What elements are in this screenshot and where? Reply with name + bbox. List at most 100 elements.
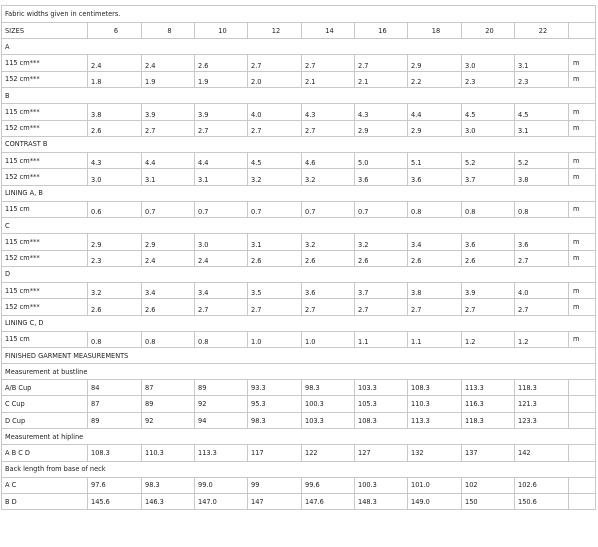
yardage-value: 4.5 — [247, 151, 302, 170]
yardage-value: 3.4 — [141, 281, 195, 300]
measurement-row: D Cup 89 92 94 98.3 103.3 108.3 113.3 118.3 123.3 — [1, 411, 597, 430]
measurement-value: 108.3 — [407, 379, 462, 397]
section-row: D — [0, 265, 597, 283]
yardage-value: 3.1 — [141, 168, 195, 186]
measurement-value: 102 — [461, 476, 515, 495]
table-body: Fabric widths given in centimeters. SIZES… — [0, 5, 597, 511]
yardage-row: 115 cm 0.6 0.7 0.7 0.7 0.7 0.7 0.8 0.8 0.8 m — [1, 200, 597, 219]
yardage-value: 2.7 — [407, 298, 462, 316]
measurement-value: 116.3 — [461, 395, 515, 413]
fabric-width-label: 152 cm*** — [1, 298, 88, 316]
yardage-value: 0.8 — [407, 200, 462, 219]
yardage-value: 3.2 — [301, 168, 355, 186]
measurement-value: 87 — [141, 379, 195, 397]
yardage-row: 115 cm*** 3.2 3.4 3.4 3.5 3.6 3.7 3.8 3.9 4.0 m — [1, 281, 597, 300]
yardage-value: 2.7 — [301, 54, 355, 72]
measurement-title: Measurement at hipline — [0, 428, 597, 446]
measurement-value: 118.3 — [514, 379, 569, 397]
yardage-value: 3.9 — [141, 103, 195, 121]
measurement-title: Back length from base of neck — [0, 460, 597, 478]
yardage-value: 3.1 — [247, 233, 302, 251]
cup-label: A C — [1, 476, 88, 495]
yardage-value: 3.0 — [461, 54, 515, 72]
section-title: LINING C, D — [0, 314, 597, 332]
yardage-value: 2.9 — [407, 54, 462, 72]
unit-label: m — [567, 233, 597, 251]
yardage-value: 1.0 — [247, 330, 302, 349]
yardage-row: 152 cm*** 2.6 2.6 2.7 2.7 2.7 2.7 2.7 2.7 2.7 m — [1, 298, 597, 316]
measurement-value: 123.3 — [514, 411, 569, 430]
yardage-value: 2.4 — [141, 54, 195, 72]
yardage-value: 3.9 — [461, 281, 515, 300]
yardage-value: 1.0 — [301, 330, 355, 349]
size-header: 12 — [247, 21, 302, 40]
yardage-value: 3.0 — [87, 168, 142, 186]
yardage-value: 5.0 — [354, 151, 408, 170]
size-header: 8 — [141, 21, 195, 40]
measurement-value: 113.3 — [461, 379, 515, 397]
yardage-value: 2.3 — [87, 249, 142, 267]
sizes-header-row: SIZES 6 8 10 12 14 16 18 20 22 — [1, 21, 597, 40]
measurement-row: A/B Cup 84 87 89 93.3 98.3 103.3 108.3 113.3 118.… — [1, 379, 597, 397]
yardage-value: 0.6 — [87, 200, 142, 219]
measurement-value: 93.3 — [247, 379, 302, 397]
measurement-title: Measurement at bustline — [0, 363, 597, 381]
yardage-value: 2.3 — [461, 70, 515, 89]
measurement-value: 98.3 — [247, 411, 302, 430]
section-row: C — [0, 217, 597, 235]
section-row: LINING C, D — [0, 314, 597, 332]
measurement-row: A C 97.6 98.3 99.0 99 99.6 100.3 101.0 102 102.6 — [1, 476, 597, 495]
section-title: B — [0, 87, 597, 105]
yardage-value: 2.1 — [354, 70, 408, 89]
unit-label: m — [567, 281, 597, 300]
unit-label: m — [567, 70, 597, 89]
yardage-value: 3.1 — [514, 54, 569, 72]
sizes-label: SIZES — [1, 21, 88, 40]
section-row: A — [0, 38, 597, 56]
yardage-value: 3.7 — [354, 281, 408, 300]
fabric-width-label: 115 cm*** — [1, 233, 88, 251]
yardage-value: 2.9 — [87, 233, 142, 251]
unit-header — [567, 21, 597, 40]
fabric-width-label: 115 cm*** — [1, 103, 88, 121]
yardage-value: 1.2 — [461, 330, 515, 349]
yardage-value: 2.7 — [354, 298, 408, 316]
yardage-value: 0.8 — [87, 330, 142, 349]
measurement-value: 121.3 — [514, 395, 569, 413]
yardage-value: 2.2 — [407, 70, 462, 89]
yardage-value: 1.1 — [354, 330, 408, 349]
yardage-value: 2.7 — [194, 298, 248, 316]
yardage-value: 4.0 — [247, 103, 302, 121]
measurement-value: 84 — [87, 379, 142, 397]
yardage-value: 5.2 — [461, 151, 515, 170]
section-title: C — [0, 217, 597, 235]
yardage-value: 2.7 — [247, 298, 302, 316]
measurement-value: 103.3 — [301, 411, 355, 430]
yardage-value: 4.3 — [87, 151, 142, 170]
measurement-value: 118.3 — [461, 411, 515, 430]
measurement-value: 150.6 — [514, 493, 569, 511]
section-row: B — [0, 87, 597, 105]
measurement-value: 100.3 — [354, 476, 408, 495]
yardage-value: 0.7 — [141, 200, 195, 219]
section-row: Measurement at bustline — [0, 363, 597, 381]
cup-label: A/B Cup — [1, 379, 88, 397]
measurement-value: 105.3 — [354, 395, 408, 413]
measurement-value: 95.3 — [247, 395, 302, 413]
fabric-width-label: 115 cm*** — [1, 151, 88, 170]
yardage-value: 2.1 — [301, 70, 355, 89]
fabric-width-label: 152 cm*** — [1, 119, 88, 137]
section-row: LINING A, B — [0, 184, 597, 202]
measurement-value: 110.3 — [141, 444, 195, 462]
yardage-value: 2.6 — [461, 249, 515, 267]
cup-label: A B C D — [1, 444, 88, 462]
yardage-value: 3.6 — [301, 281, 355, 300]
section-row: Back length from base of neck — [0, 460, 597, 478]
measurement-row: B D 145.6 146.3 147.0 147 147.6 148.3 149.0 150 1… — [1, 493, 597, 511]
yardage-value: 3.1 — [514, 119, 569, 137]
measurement-value: 147.0 — [194, 493, 248, 511]
measurement-value: 145.6 — [87, 493, 142, 511]
yardage-value: 2.7 — [461, 298, 515, 316]
size-header: 14 — [301, 21, 355, 40]
yardage-value: 3.0 — [461, 119, 515, 137]
